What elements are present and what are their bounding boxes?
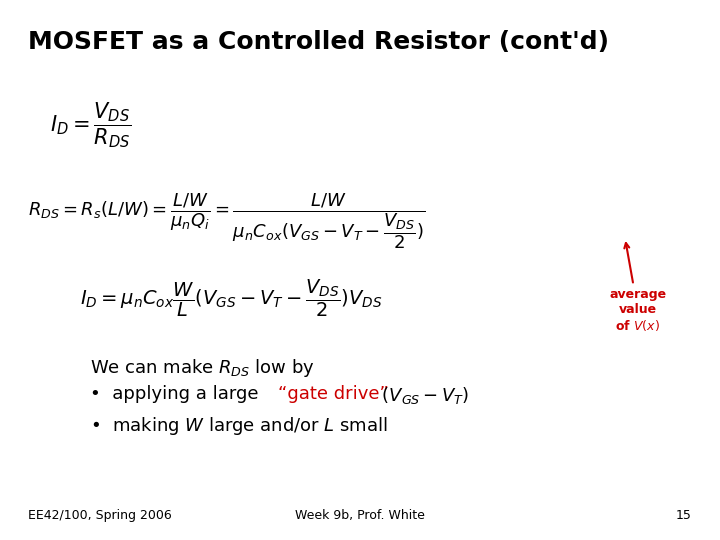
- Text: 15: 15: [676, 509, 692, 522]
- Text: $I_D = \mu_n C_{ox} \dfrac{W}{L} (V_{GS} - V_T - \dfrac{V_{DS}}{2}) V_{DS}$: $I_D = \mu_n C_{ox} \dfrac{W}{L} (V_{GS}…: [80, 278, 382, 319]
- Text: EE42/100, Spring 2006: EE42/100, Spring 2006: [28, 509, 172, 522]
- Text: “gate drive”: “gate drive”: [278, 385, 389, 403]
- Text: average
value
of $V(x)$: average value of $V(x)$: [609, 243, 667, 333]
- Text: Week 9b, Prof. White: Week 9b, Prof. White: [295, 509, 425, 522]
- Text: $I_D = \dfrac{V_{DS}}{R_{DS}}$: $I_D = \dfrac{V_{DS}}{R_{DS}}$: [50, 100, 131, 150]
- Text: $(V_{GS} - V_T)$: $(V_{GS} - V_T)$: [376, 385, 469, 406]
- Text: We can make $R_{DS}$ low by: We can make $R_{DS}$ low by: [90, 357, 315, 379]
- Text: $R_{DS} = R_s(L/W) = \dfrac{L/W}{\mu_n Q_i} = \dfrac{L/W}{\mu_n C_{ox}(V_{GS} - : $R_{DS} = R_s(L/W) = \dfrac{L/W}{\mu_n Q…: [28, 192, 425, 251]
- Text: •  applying a large: • applying a large: [90, 385, 264, 403]
- Text: •  making $W$ large and/or $L$ small: • making $W$ large and/or $L$ small: [90, 415, 388, 437]
- Text: MOSFET as a Controlled Resistor (cont'd): MOSFET as a Controlled Resistor (cont'd): [28, 30, 609, 54]
